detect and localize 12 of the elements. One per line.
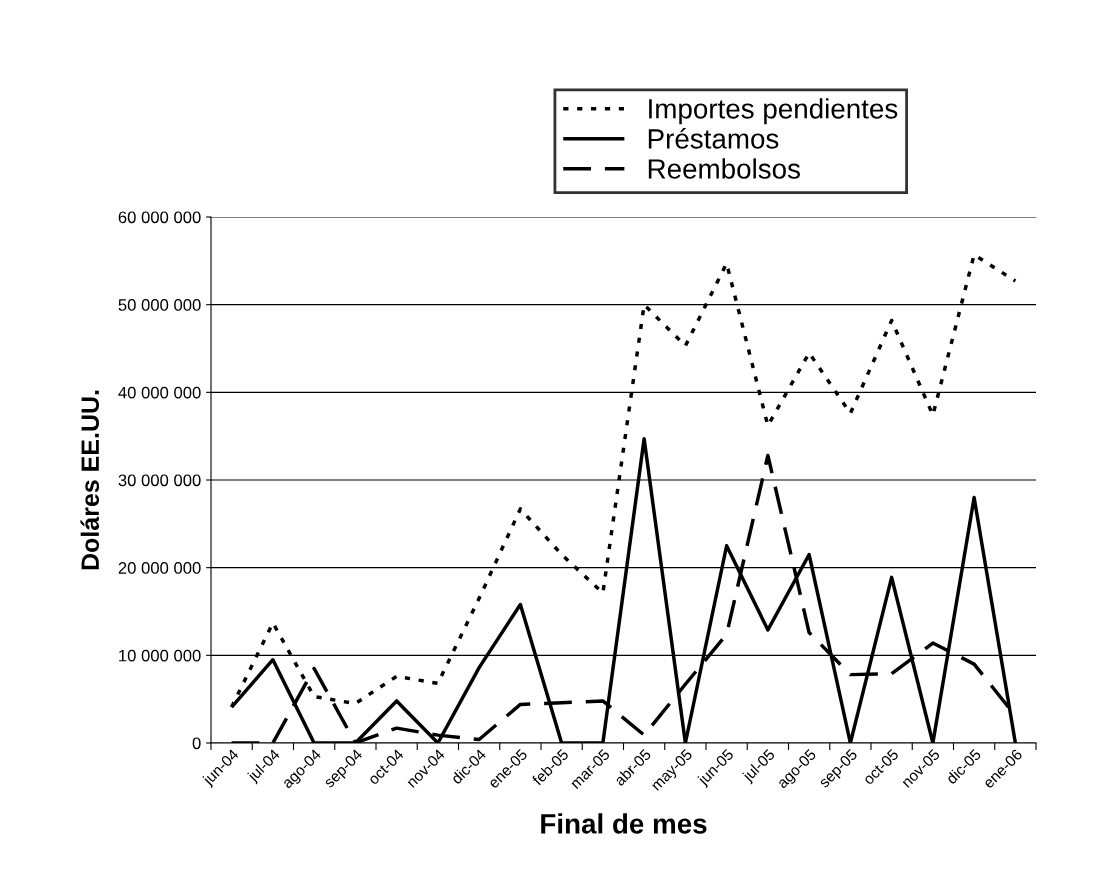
y-tick-label: 20 000 000 — [118, 562, 201, 574]
y-tick-label: 10 000 000 — [119, 649, 201, 662]
x-axis-title: Final de mes — [541, 813, 707, 834]
y-axis-title: Doláres EE.UU. — [80, 390, 100, 570]
y-tick-label: 50 000 000 — [118, 299, 201, 311]
y-tick-label: 30 000 000 — [118, 474, 201, 487]
y-tick-label: 60 000 000 — [118, 211, 201, 224]
y-tick-label: 40 000 000 — [118, 386, 201, 399]
legend-label: Importes pendientes — [649, 98, 898, 125]
legend-label: Reembolsos — [648, 158, 800, 179]
legend-label: Préstamos — [648, 127, 779, 149]
y-tick-label: 0 — [192, 737, 201, 750]
